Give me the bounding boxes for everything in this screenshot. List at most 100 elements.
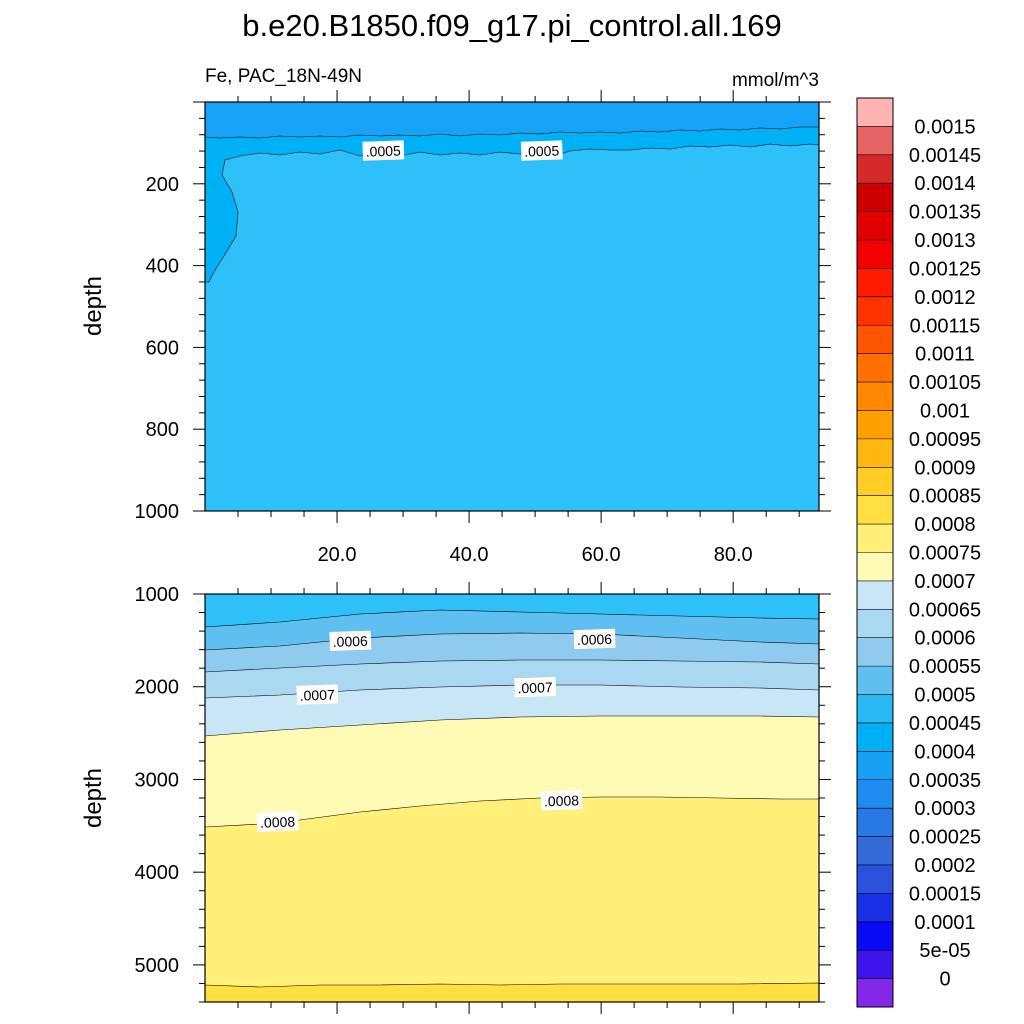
contour-label-text: .0008 [544,792,580,809]
colorbar-box [857,893,893,923]
contour-label: .0008 [540,790,583,811]
colorbar-label: 0.0009 [914,457,975,479]
colorbar-box [857,325,893,354]
contour-label-box [256,811,299,832]
y-tick-label: 800 [146,419,179,441]
contour-label-box [520,140,563,161]
contour-label-text: .0006 [577,631,613,648]
y-tick-label: 2000 [135,677,180,699]
colorbar [856,97,894,1008]
chart-title: b.e20.B1850.f09_g17.pi_control.all.169 [242,8,782,43]
colorbar-box [857,183,893,212]
colorbar-box [857,524,893,553]
contour-label-text: .0005 [524,142,560,159]
colorbar-label: 0.0004 [914,741,975,763]
y-tick-label: 600 [146,337,179,359]
colorbar-label: 0.00095 [909,429,981,451]
colorbar-label: 0.00085 [909,486,981,508]
colorbar-label: 0.0015 [914,116,975,138]
colorbar-label: 0.00105 [909,372,981,394]
colorbar-box [857,808,893,837]
colorbar-box [857,98,893,127]
colorbar-box [857,637,893,667]
lower-y-axis-label: depth [80,768,107,828]
colorbar-label: 0.0002 [914,855,975,877]
y-tick-label: 5000 [135,955,180,977]
colorbar-box [857,609,893,639]
y-tick-label: 200 [146,174,179,196]
upper-tick-labels: 200 400 600 800 1000 20.0 40.0 60.0 80.0 [135,174,753,566]
y-tick-label: 1000 [135,584,180,606]
colorbar-label: 0.00125 [909,258,981,280]
colorbar-box [857,467,893,496]
units-subtitle: mmol/m^3 [732,70,819,91]
colorbar-box [857,268,893,298]
contour-label: .0007 [296,684,339,705]
x-tick-label: 20.0 [318,544,357,566]
contour-label-text: .0007 [517,679,553,696]
colorbar-label: 0 [939,969,950,991]
contour-label-box [540,790,583,811]
contour-label-text: .0007 [299,686,335,703]
lower-contour-fill [205,594,819,1002]
colorbar-label: 0.001 [920,400,970,422]
colorbar-label: 0.00045 [909,713,981,735]
colorbar-label: 0.0014 [914,173,975,195]
contour-label: .0005 [362,140,405,161]
colorbar-label: 0.00075 [909,543,981,565]
colorbar-label: 0.00035 [909,770,981,792]
colorbar-label: 0.0013 [914,230,975,252]
upper-contour-labels: .0005 .0005 [362,140,563,161]
contour-label-box [296,684,339,705]
colorbar-box [857,438,893,468]
lower-contour-labels: .0006 .0006 .0007 .0007 .0008 .0008 [256,628,616,832]
colorbar-frame [856,97,894,1008]
colorbar-box [857,722,893,752]
colorbar-box [857,779,893,809]
colorbar-box [857,211,893,241]
contour-label: .0006 [573,628,616,650]
colorbar-box [857,240,893,269]
upper-fill-00045 [205,102,819,283]
colorbar-box [857,751,893,781]
y-tick-label: 3000 [135,769,180,791]
upper-plot-frame [204,101,820,512]
lower-tick-marks [193,582,831,1014]
upper-contour-fill [205,102,819,511]
contour-label: .0006 [329,630,372,652]
colorbar-label: 0.0003 [914,798,975,820]
contour-label-box [362,140,405,161]
y-tick-label: 1000 [135,501,180,523]
colorbar-label: 0.00145 [909,145,981,167]
colorbar-box [857,580,893,610]
colorbar-labels: 0.0015 0.00145 0.0014 0.00135 0.0013 0.00125 0… [909,116,981,990]
contour-label-box [329,630,372,652]
colorbar-label: 0.0012 [914,287,975,309]
upper-y-axis-label: depth [80,276,107,336]
colorbar-label: 0.0011 [915,344,975,366]
upper-tick-marks [193,90,831,523]
colorbar-box [857,126,893,156]
colorbar-box [857,694,893,724]
colorbar-label: 0.0001 [914,912,975,934]
upper-fill-00050 [205,102,819,511]
colorbar-box [857,836,893,866]
contour-label: .0007 [514,676,557,698]
colorbar-box [857,666,893,695]
contour-label-text: .0008 [260,813,296,830]
colorbar-label: 0.0008 [914,514,975,536]
colorbar-label: 0.00135 [909,202,981,224]
x-tick-label: 60.0 [582,544,621,566]
left-subtitle: Fe, PAC_18N-49N [205,66,362,87]
colorbar-box [857,353,893,383]
contour-label-text: .0005 [365,142,401,159]
colorbar-box [857,950,893,979]
lower-tick-labels: 1000 2000 3000 4000 5000 [135,584,180,977]
colorbar-box [857,410,893,440]
lower-fill-00085 [205,982,819,1002]
colorbar-box [857,864,893,894]
colorbar-box [857,552,893,582]
